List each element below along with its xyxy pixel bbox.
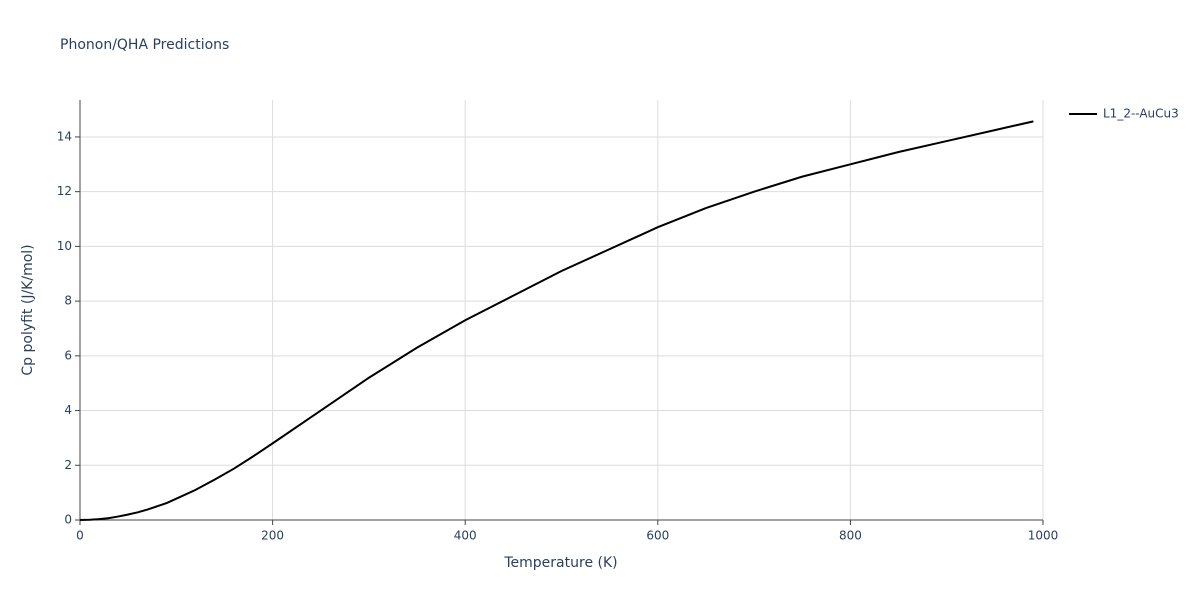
- y-tick-label: 10: [57, 239, 72, 253]
- y-tick-label: 12: [57, 184, 72, 198]
- x-tick-label: 0: [76, 529, 84, 543]
- chart-title: Phonon/QHA Predictions: [60, 37, 229, 53]
- x-tick-label: 1000: [1028, 529, 1059, 543]
- x-tick-label: 800: [839, 529, 862, 543]
- legend-label: L1_2--AuCu3: [1103, 107, 1179, 121]
- x-tick-label: 200: [261, 529, 284, 543]
- x-tick-label: 400: [454, 529, 477, 543]
- data-line: [79, 120, 1034, 521]
- y-tick-label: 2: [64, 458, 72, 472]
- y-tick-label: 6: [64, 348, 72, 362]
- y-tick-label: 8: [64, 294, 72, 308]
- y-axis-title: Cp polyfit (J/K/mol): [20, 244, 36, 375]
- x-tick-label: 600: [646, 529, 669, 543]
- y-tick-label: 4: [64, 403, 72, 417]
- x-axis-title: Temperature (K): [503, 555, 617, 571]
- y-tick-label: 0: [64, 513, 72, 527]
- y-tick-label: 14: [57, 129, 72, 143]
